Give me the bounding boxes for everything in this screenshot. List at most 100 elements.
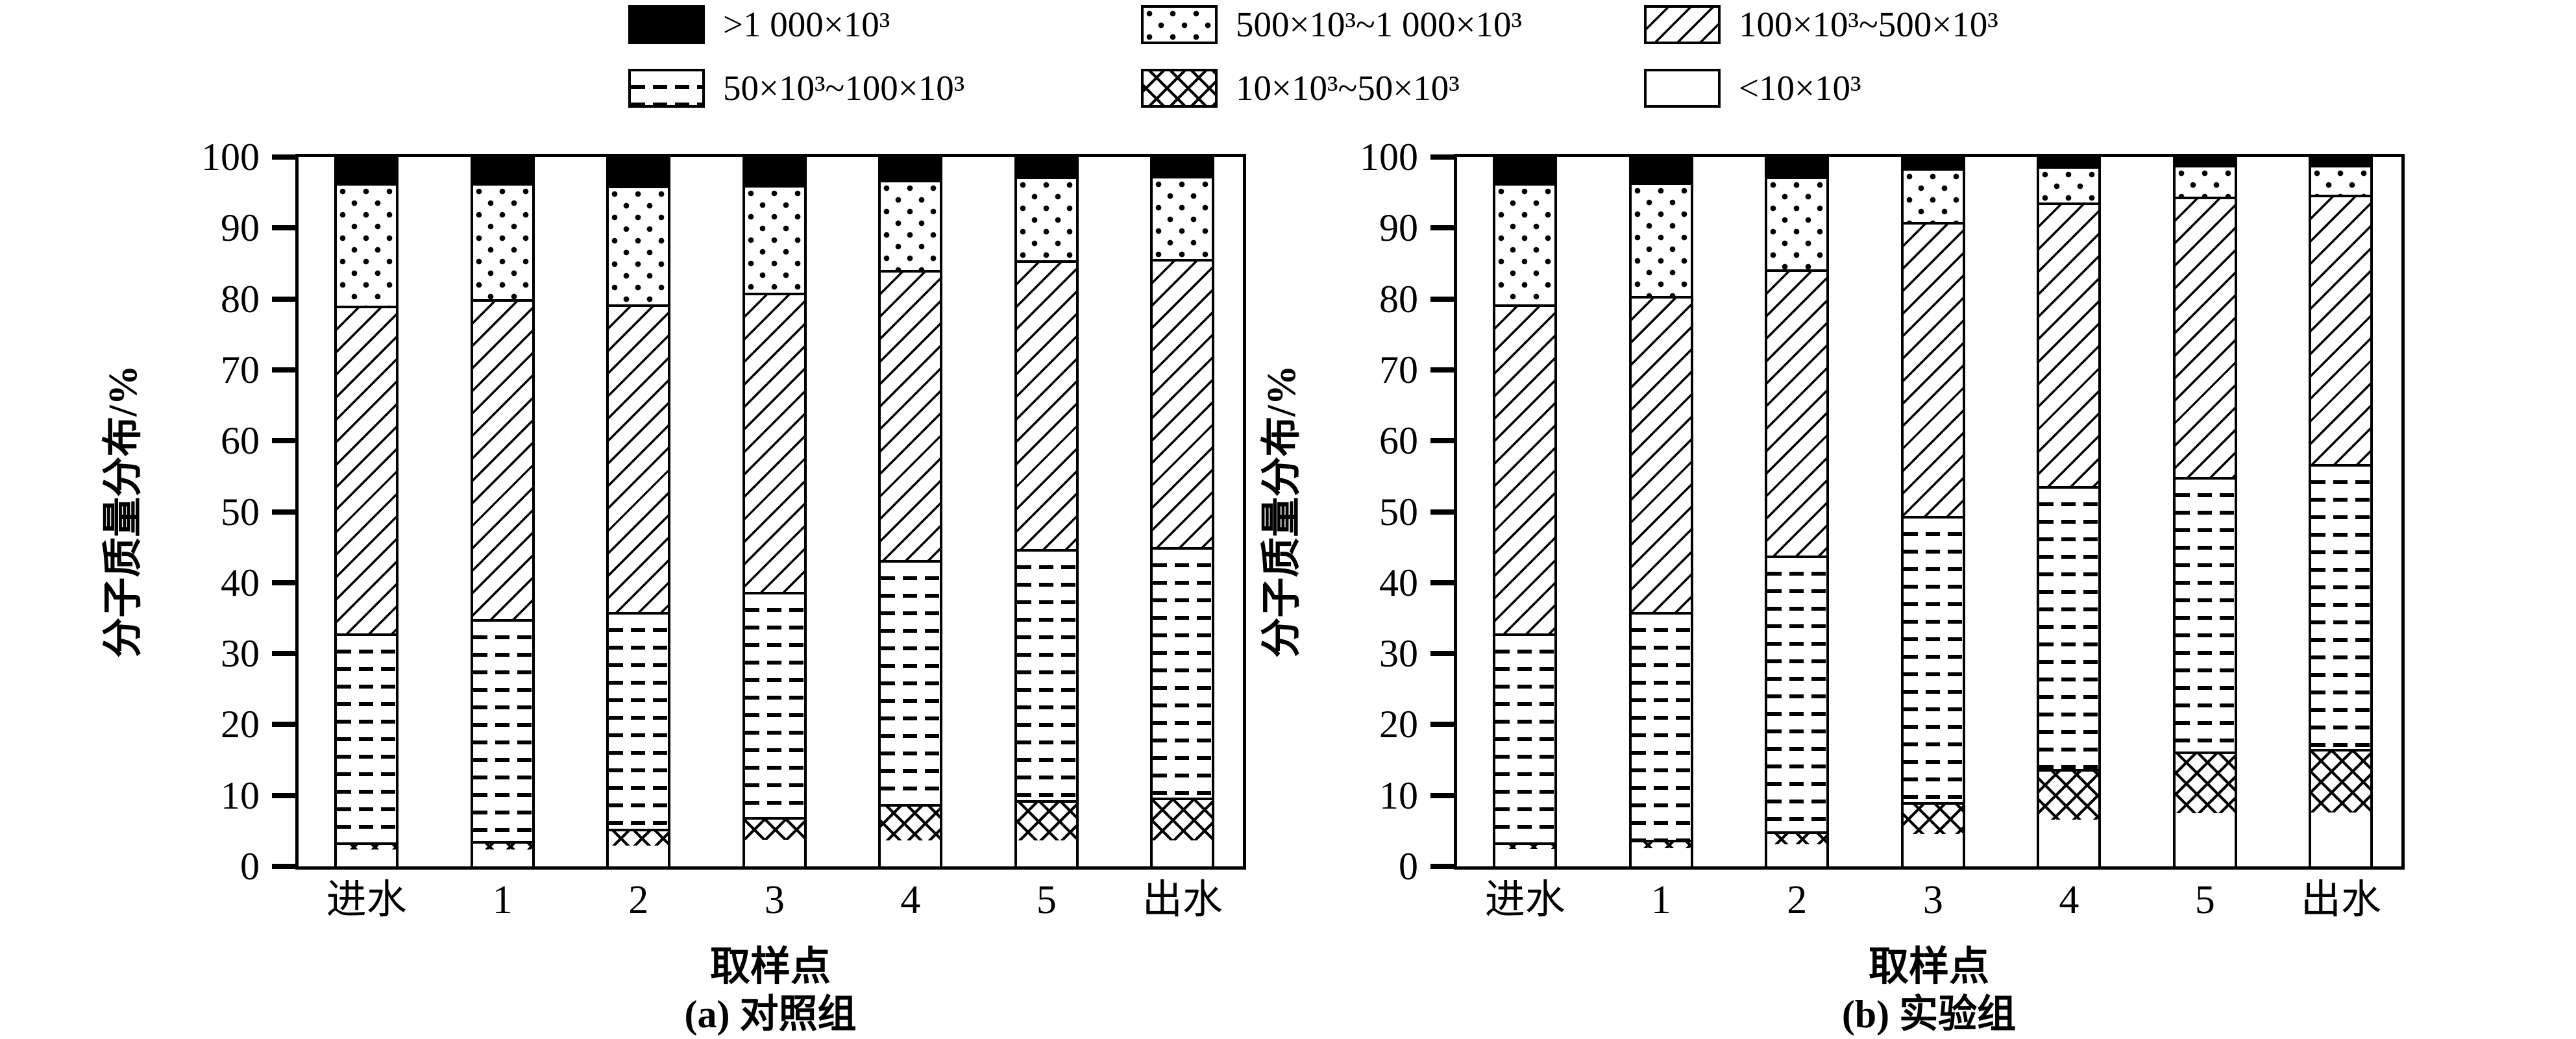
bar-segment-50×10³~100×10³ [2039,486,2099,769]
bar-segment->1 000×10³ [1767,160,1827,177]
y-tick-label: 0 [240,845,260,888]
bar-segment-50×10³~100×10³ [1495,633,1555,842]
bar-segment-50×10³~100×10³ [1903,515,1963,802]
x-tick-label: 1 [1650,878,1671,922]
bar-segment->1 000×10³ [744,160,804,186]
bar-segment-100×10³~500×10³ [609,304,669,612]
dots-pattern-swatch [1141,5,1218,44]
bar-segment-500×10³~1 000×10³ [2039,165,2099,203]
y-tick-mark [272,580,295,585]
bar-segment-10×10³~50×10³ [1016,800,1076,840]
y-tick-mark [1430,792,1454,798]
y-tick-mark [272,792,295,798]
stacked-bar-3 [1900,157,1965,866]
stacked-bar-进水 [334,157,399,866]
y-tick-label: 60 [1379,419,1418,463]
legend-item-label: >1 000×10³ [723,5,890,44]
x-tick-label: 5 [1036,878,1057,922]
legend-item: >1 000×10³ [628,4,1141,45]
x-tick-label: 2 [628,878,649,922]
bar-segment-500×10³~1 000×10³ [2311,164,2371,195]
bar-segment-500×10³~1 000×10³ [881,179,940,270]
bar-segment-100×10³~500×10³ [337,306,397,633]
dash-pattern-swatch [628,69,705,108]
bar-segment-<10×10³ [1767,844,1827,866]
y-tick-label: 70 [221,348,260,391]
bar-segment-500×10³~1 000×10³ [2175,164,2235,197]
bar-segment-500×10³~1 000×10³ [1495,182,1555,305]
bar-segment-10×10³~50×10³ [1631,839,1691,848]
bar-segment-<10×10³ [744,839,804,866]
bar-segment->1 000×10³ [472,160,532,183]
bar-segment-50×10³~100×10³ [1767,555,1827,831]
bar-segment-<10×10³ [881,840,940,866]
bar-segment-10×10³~50×10³ [472,840,532,850]
stacked-bar-3 [742,157,807,866]
bar-segment-100×10³~500×10³ [2175,196,2235,477]
bar-segment-500×10³~1 000×10³ [1153,176,1212,259]
x-tick-label: 出水 [2300,878,2381,922]
y-tick-mark [272,225,295,231]
y-tick-mark [272,864,295,869]
bar-segment-500×10³~1 000×10³ [1631,182,1691,297]
bar-segment-10×10³~50×10³ [1767,831,1827,845]
x-tick-label: 3 [764,878,785,922]
y-tick-label: 20 [1379,703,1418,746]
bar-segment->1 000×10³ [609,160,669,186]
bar-segment-100×10³~500×10³ [2039,202,2099,487]
legend-row-0: >1 000×10³ 500×10³~1 000×10³ 100×10³~500×1… [628,4,2059,45]
y-tick-label: 50 [1379,490,1418,533]
bar-segment-50×10³~100×10³ [2311,464,2371,750]
y-tick-label: 10 [221,774,260,817]
caption-a: (a) 对照组 [684,993,857,1036]
bar-segment-50×10³~100×10³ [1631,611,1691,840]
y-axis-title-b: 分子质量分布/% [1260,365,1304,658]
bar-segment-100×10³~500×10³ [1153,258,1212,547]
y-axis-title-a: 分子质量分布/% [101,365,145,658]
y-tick-mark [1430,722,1454,727]
bar-segment-<10×10³ [1016,840,1076,866]
stacked-bar-出水 [1150,157,1215,866]
x-tick-label: 4 [2059,878,2079,922]
y-tick-label: 90 [221,206,260,250]
bar-segment-<10×10³ [2175,813,2235,866]
bar-segment-500×10³~1 000×10³ [472,182,532,299]
legend-item: <10×10³ [1644,67,2059,109]
bar-segment-50×10³~100×10³ [337,633,397,842]
y-tick-mark [272,509,295,515]
y-tick-label: 80 [221,277,260,321]
y-tick-label: 50 [221,490,260,533]
chart-legend: >1 000×10³ 500×10³~1 000×10³ 100×10³~500×1… [628,4,2059,131]
x-tick-label: 进水 [1484,878,1565,922]
legend-item: 10×10³~50×10³ [1141,67,1644,109]
legend-row-1: 50×10³~100×10³ 10×10³~50×10³ <10×10³ [628,67,2059,109]
y-tick-label: 40 [221,561,260,604]
stacked-bar-出水 [2309,157,2374,866]
cross-pattern-swatch [1141,69,1218,108]
y-tick-mark [1430,509,1454,515]
y-tick-label: 40 [1379,561,1418,604]
bar-segment-<10×10³ [337,849,397,866]
bar-segment-100×10³~500×10³ [881,269,940,561]
solid-pattern-swatch [628,5,705,44]
y-tick-label: 30 [221,632,260,676]
caption-b: (b) 实验组 [1841,993,2017,1036]
y-tick-label: 20 [221,703,260,746]
stacked-bar-1 [1628,157,1693,866]
bar-segment-500×10³~1 000×10³ [744,185,804,293]
y-tick-label: 70 [1379,348,1418,391]
y-tick-mark [1430,225,1454,231]
y-tick-mark [1430,154,1454,160]
bar-segment-50×10³~100×10³ [881,560,940,805]
legend-item: 50×10³~100×10³ [628,67,1141,109]
bar-segment->1 000×10³ [1016,160,1076,177]
x-tick-label: 3 [1922,878,1943,922]
y-tick-label: 90 [1379,206,1418,250]
bar-segment-<10×10³ [1495,848,1555,866]
y-tick-mark [1430,438,1454,444]
bar-segment-50×10³~100×10³ [1153,546,1212,798]
bar-segment-100×10³~500×10³ [1903,221,1963,516]
bar-segment-10×10³~50×10³ [2039,768,2099,820]
y-tick-mark [1430,296,1454,302]
bar-segment->1 000×10³ [1631,160,1691,182]
